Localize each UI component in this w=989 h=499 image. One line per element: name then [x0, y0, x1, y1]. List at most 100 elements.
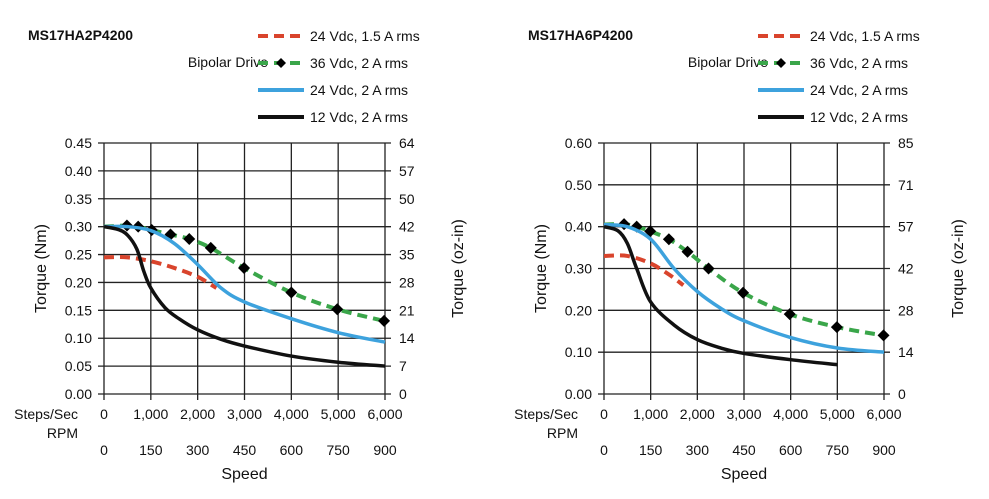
x-tick-label: 0 [100, 406, 108, 422]
rpm-tick-label: 0 [600, 442, 608, 458]
rpm-tick-label: 750 [826, 442, 850, 458]
x-axis-label: Speed [721, 466, 767, 483]
y-axis-label: Torque (Nm) [33, 224, 50, 313]
legend-label: 24 Vdc, 2 A rms [810, 82, 908, 98]
y2-tick-label: 50 [399, 191, 415, 207]
data-point-marker [662, 233, 675, 246]
y-tick-label: 0.50 [565, 177, 592, 193]
y-tick-label: 0.35 [65, 191, 92, 207]
y-tick-label: 0.00 [565, 386, 592, 402]
y2-tick-label: 14 [399, 330, 415, 346]
y2-tick-label: 57 [399, 163, 415, 179]
rpm-tick-label: 900 [373, 442, 397, 458]
rpm-tick-label: 150 [639, 442, 663, 458]
y-tick-label: 0.60 [565, 135, 592, 151]
chart-subtitle: Bipolar Drive [188, 54, 268, 70]
x-row1-label: Steps/Sec [14, 406, 78, 422]
data-point-marker [877, 329, 890, 342]
legend-label: 24 Vdc, 2 A rms [310, 82, 408, 98]
data-point-marker [238, 261, 251, 274]
rpm-tick-label: 900 [872, 442, 896, 458]
x-tick-label: 4,000 [274, 406, 309, 422]
y2-tick-label: 21 [399, 302, 415, 318]
y-axis-label: Torque (Nm) [533, 224, 550, 313]
data-point-marker [183, 232, 196, 245]
rpm-tick-label: 300 [686, 442, 710, 458]
x-tick-label: 4,000 [773, 406, 808, 422]
y2-tick-label: 71 [898, 177, 914, 193]
y-tick-label: 0.25 [65, 247, 92, 263]
y2-tick-label: 35 [399, 247, 415, 263]
y2-axis-label: Torque (oz-in) [450, 219, 467, 318]
y-tick-label: 0.10 [65, 330, 92, 346]
y2-tick-label: 7 [399, 358, 407, 374]
chart-subtitle: Bipolar Drive [688, 54, 768, 70]
y2-tick-label: 28 [898, 302, 914, 318]
data-point-marker [204, 241, 217, 254]
x-axis-label: Speed [221, 466, 267, 483]
x-row2-label: RPM [47, 425, 78, 441]
y2-tick-label: 14 [898, 344, 914, 360]
rpm-tick-label: 300 [186, 442, 210, 458]
series-line [103, 224, 386, 368]
rpm-tick-label: 750 [326, 442, 350, 458]
data-point-marker [331, 303, 344, 316]
legend-label: 12 Vdc, 2 A rms [310, 109, 408, 125]
rpm-tick-label: 450 [233, 442, 257, 458]
y2-tick-label: 28 [399, 274, 415, 290]
legend-marker [276, 58, 286, 68]
series-line [603, 224, 838, 367]
legend-label: 24 Vdc, 1.5 A rms [810, 28, 920, 44]
y2-tick-label: 0 [898, 386, 906, 402]
data-point-marker [783, 308, 796, 321]
x-tick-label: 2,000 [680, 406, 715, 422]
x-tick-label: 1,000 [133, 406, 168, 422]
series-line [103, 255, 218, 290]
y2-tick-label: 42 [399, 219, 415, 235]
x-tick-label: 3,000 [227, 406, 262, 422]
data-point-marker [830, 321, 843, 334]
y-tick-label: 0.00 [65, 386, 92, 402]
y-tick-label: 0.05 [65, 358, 92, 374]
x-tick-label: 2,000 [180, 406, 215, 422]
rpm-tick-label: 150 [139, 442, 163, 458]
y-tick-label: 0.20 [565, 302, 592, 318]
data-point-marker [681, 245, 694, 258]
chart-1: MS17HA2P4200 Bipolar Drive 24 Vdc, 1.5 A r… [14, 27, 467, 483]
y-tick-label: 0.30 [65, 219, 92, 235]
x-tick-label: 6,000 [866, 406, 901, 422]
legend-marker [776, 58, 786, 68]
y2-axis-label: Torque (oz-in) [950, 219, 967, 318]
y-tick-label: 0.45 [65, 135, 92, 151]
x-tick-label: 1,000 [633, 406, 668, 422]
y-tick-label: 0.40 [65, 163, 92, 179]
x-tick-label: 5,000 [820, 406, 855, 422]
x-tick-label: 5,000 [321, 406, 356, 422]
legend-label: 12 Vdc, 2 A rms [810, 109, 908, 125]
series-line [603, 253, 685, 287]
series-line [603, 222, 884, 338]
chart-2: MS17HA6P4200 Bipolar Drive 24 Vdc, 1.5 A r… [514, 27, 967, 483]
data-point-marker [737, 286, 750, 299]
series-line [603, 222, 885, 354]
y2-tick-label: 57 [898, 219, 914, 235]
y2-tick-label: 42 [898, 261, 914, 277]
data-point-marker [285, 286, 298, 299]
y-tick-label: 0.10 [565, 344, 592, 360]
x-row2-label: RPM [547, 425, 578, 441]
chart-title: MS17HA2P4200 [28, 27, 133, 43]
legend-label: 24 Vdc, 1.5 A rms [310, 28, 420, 44]
y-tick-label: 0.15 [65, 302, 92, 318]
y2-tick-label: 0 [399, 386, 407, 402]
x-tick-label: 3,000 [726, 406, 761, 422]
rpm-tick-label: 0 [100, 442, 108, 458]
data-point-marker [378, 314, 391, 327]
y-tick-label: 0.20 [65, 274, 92, 290]
rpm-tick-label: 600 [779, 442, 803, 458]
chart-title: MS17HA6P4200 [528, 27, 633, 43]
y-tick-label: 0.40 [565, 219, 592, 235]
legend-label: 36 Vdc, 2 A rms [810, 55, 908, 71]
legend-label: 36 Vdc, 2 A rms [310, 55, 408, 71]
x-row1-label: Steps/Sec [514, 406, 578, 422]
